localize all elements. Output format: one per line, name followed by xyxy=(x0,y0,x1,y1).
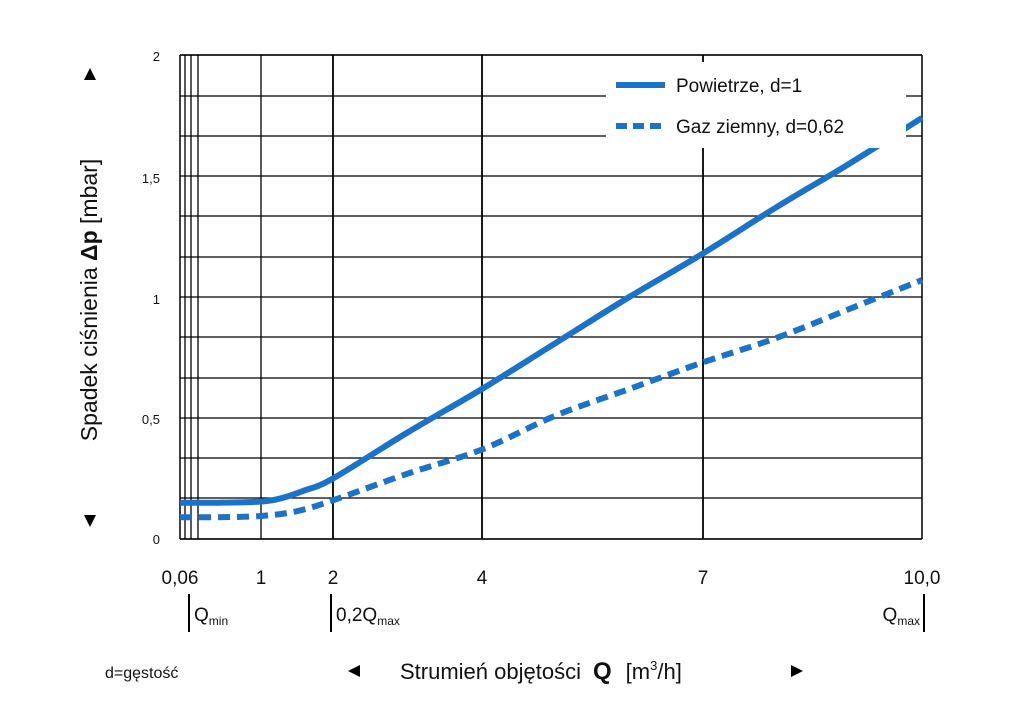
arrow-up-icon xyxy=(84,68,96,80)
q02max-label: 0,2Qmax xyxy=(336,605,400,628)
x-tick-labels: 0,06 1 2 4 7 10,0 xyxy=(162,568,941,589)
grid xyxy=(179,54,923,540)
x-axis-label: Strumień objętości Q [m3/h] xyxy=(400,658,682,685)
density-note: d=gęstość xyxy=(105,665,178,682)
q-markers: Qmin 0,2Qmax Qmax xyxy=(188,594,925,632)
arrow-left-icon xyxy=(348,665,360,677)
series-layer xyxy=(179,115,924,521)
x-tick-label: 7 xyxy=(698,568,709,589)
x-tick-label: 2 xyxy=(328,568,339,589)
arrow-down-icon xyxy=(84,515,96,527)
y-axis-label: Spadek ciśnienia Δp [mbar] xyxy=(76,159,102,441)
legend-label: Powietrze, d=1 xyxy=(676,76,802,97)
legend: Powietrze, d=1 Gaz ziemny, d=0,62 xyxy=(606,62,906,148)
series-line-powietrze xyxy=(179,115,924,506)
y-tick-label: 0 xyxy=(153,532,160,547)
y-tick-label: 1,5 xyxy=(142,171,160,186)
x-tick-label: 10,0 xyxy=(904,568,941,589)
qmin-label: Qmin xyxy=(194,605,228,628)
x-tick-label: 1 xyxy=(256,568,267,589)
y-tick-label: 2 xyxy=(153,49,160,64)
legend-box xyxy=(606,62,906,148)
y-tick-labels: 0 0,5 1 1,5 2 xyxy=(142,49,160,547)
x-tick-label: 4 xyxy=(477,568,488,589)
qmax-label: Qmax xyxy=(883,605,920,628)
series-line-gaz-ziemny xyxy=(179,277,924,521)
y-tick-label: 1 xyxy=(153,292,160,307)
x-tick-label: 0,06 xyxy=(162,568,199,589)
arrow-right-icon xyxy=(791,665,803,677)
legend-label: Gaz ziemny, d=0,62 xyxy=(676,117,844,138)
y-tick-label: 0,5 xyxy=(142,412,160,427)
